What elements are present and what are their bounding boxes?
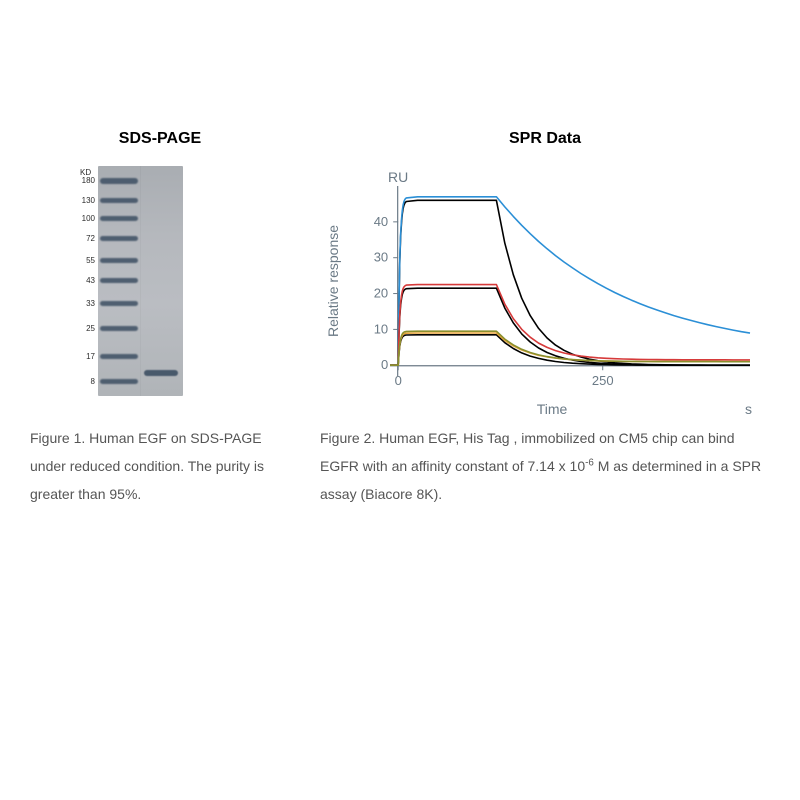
lane-separator bbox=[140, 166, 141, 396]
ytick-label: 10 bbox=[374, 321, 388, 336]
kd-label: 72 bbox=[73, 234, 95, 243]
spr-trace-blue bbox=[390, 197, 750, 365]
y-unit: RU bbox=[388, 169, 408, 185]
xtick-label: 0 bbox=[395, 373, 402, 388]
kd-label: 43 bbox=[73, 276, 95, 285]
kd-label: 100 bbox=[73, 214, 95, 223]
kd-label: 17 bbox=[73, 352, 95, 361]
kd-label: 8 bbox=[73, 377, 95, 386]
ladder-band bbox=[100, 198, 138, 203]
spr-chart: 0102030400250RURelative responseTimes bbox=[320, 166, 760, 396]
ytick-label: 0 bbox=[381, 357, 388, 372]
xtick-label: 250 bbox=[592, 373, 614, 388]
spr-svg: 0 10 20 30 40 0 250 RU Relative response Time s bbox=[320, 166, 760, 426]
kd-label: 55 bbox=[73, 256, 95, 265]
gel-image: KD 1801301007255433325178 bbox=[70, 166, 185, 396]
sds-page-title: SDS-PAGE bbox=[30, 130, 290, 148]
kd-label: 25 bbox=[73, 324, 95, 333]
sds-page-panel: SDS-PAGE KD 1801301007255433325178 Figur… bbox=[30, 130, 290, 508]
x-unit: s bbox=[745, 401, 752, 417]
kd-label: 180 bbox=[73, 176, 95, 185]
ladder-band bbox=[100, 354, 138, 359]
spr-trace-fit-high bbox=[390, 200, 750, 365]
ladder-band bbox=[100, 216, 138, 221]
ladder-band bbox=[100, 258, 138, 263]
x-axis-label: Time bbox=[537, 401, 568, 417]
sample-band bbox=[144, 370, 178, 376]
ytick-label: 20 bbox=[374, 286, 388, 301]
ladder-band bbox=[100, 379, 138, 384]
kd-label: 130 bbox=[73, 196, 95, 205]
figure-container: SDS-PAGE KD 1801301007255433325178 Figur… bbox=[0, 0, 800, 538]
ladder-band bbox=[100, 236, 138, 241]
ladder-band bbox=[100, 178, 138, 184]
ytick-label: 40 bbox=[374, 214, 388, 229]
y-axis-label: Relative response bbox=[325, 225, 341, 337]
ytick-label: 30 bbox=[374, 250, 388, 265]
spr-title: SPR Data bbox=[320, 130, 770, 148]
ladder-band bbox=[100, 278, 138, 283]
kd-label: 33 bbox=[73, 299, 95, 308]
ladder-band bbox=[100, 326, 138, 331]
figure2-caption: Figure 2. Human EGF, His Tag , immobiliz… bbox=[320, 424, 770, 508]
figure1-caption: Figure 1. Human EGF on SDS-PAGE under re… bbox=[30, 424, 290, 508]
spr-trace-fit-low bbox=[390, 335, 750, 365]
ladder-band bbox=[100, 301, 138, 306]
spr-panel: SPR Data 0 10 20 30 40 0 250 RU Relative respons… bbox=[320, 130, 770, 508]
